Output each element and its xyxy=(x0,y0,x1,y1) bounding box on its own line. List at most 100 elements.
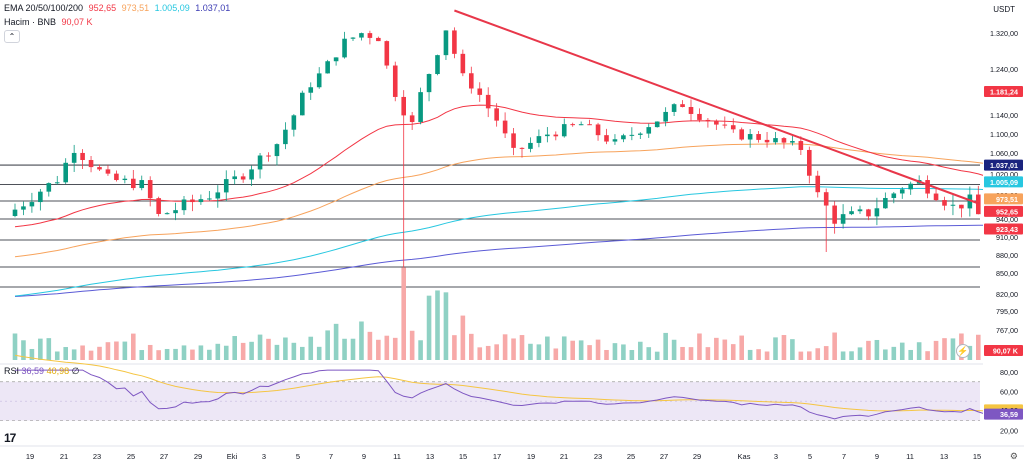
collapse-legend-button[interactable]: ⌃ xyxy=(4,30,20,43)
volume-bar xyxy=(764,351,770,360)
volume-bar xyxy=(578,340,584,360)
rsi-line xyxy=(15,369,996,420)
volume-bar xyxy=(477,347,483,360)
volume-bar xyxy=(291,342,297,360)
volume-bar xyxy=(502,334,508,360)
candle-body xyxy=(790,141,795,143)
rsi-na-value: ∅ xyxy=(71,366,80,376)
volume-bar xyxy=(942,338,947,360)
volume-bar xyxy=(274,344,280,360)
volume-bar xyxy=(663,332,668,360)
volume-bar xyxy=(131,333,136,360)
candle-body xyxy=(798,141,804,150)
candle-body xyxy=(418,92,423,123)
price-label: 973,51 xyxy=(996,195,1018,204)
candle-body xyxy=(756,134,761,140)
time-tick-label: 9 xyxy=(875,452,879,461)
volume-bar xyxy=(452,335,457,360)
volume-bar xyxy=(621,344,626,360)
volume-bar xyxy=(545,336,550,360)
volume-bar xyxy=(97,346,102,360)
price-tick-label: 1.240,00 xyxy=(990,65,1018,74)
price-label: 1.181,24 xyxy=(990,88,1018,97)
candle-body xyxy=(697,113,702,120)
volume-bar xyxy=(705,347,711,360)
volume-bar xyxy=(114,341,119,360)
price-tick-label: 850,00 xyxy=(996,269,1018,278)
volume-bar xyxy=(333,323,339,360)
downtrend-line xyxy=(454,9,981,205)
candle-body xyxy=(671,104,677,112)
candle-body xyxy=(663,111,668,122)
volume-bar xyxy=(604,349,609,360)
volume-bar xyxy=(638,341,643,360)
volume-bar xyxy=(739,335,744,360)
candle-body xyxy=(232,176,237,180)
candle-body xyxy=(257,155,263,170)
candle-body xyxy=(114,173,119,181)
volume-bar xyxy=(874,339,880,360)
settings-icon[interactable]: ⚙ xyxy=(1009,451,1018,461)
ema50-value: 973,51 xyxy=(121,3,150,13)
candle-body xyxy=(359,33,364,38)
candle-body xyxy=(612,139,618,142)
time-tick-label: 21 xyxy=(60,452,68,461)
volume-bar xyxy=(147,344,153,360)
volume-bar xyxy=(714,337,719,360)
volume-bar xyxy=(883,349,888,360)
volume-bar xyxy=(857,347,863,360)
candle-body xyxy=(730,125,736,130)
candle-body xyxy=(164,213,170,215)
candle-body xyxy=(519,147,525,149)
time-tick-label: 17 xyxy=(493,452,501,461)
volume-bar xyxy=(223,345,229,360)
candle-body xyxy=(511,133,516,148)
candle-body xyxy=(333,57,339,62)
price-tick-label: 1.140,00 xyxy=(990,111,1018,120)
candle-body xyxy=(967,194,973,209)
candle-body xyxy=(832,205,837,224)
time-tick-label: 3 xyxy=(262,452,266,461)
lightning-icon[interactable]: ⚡ xyxy=(956,344,970,358)
candle-body xyxy=(12,209,18,216)
candle-body xyxy=(198,199,204,203)
candle-body xyxy=(807,149,812,176)
volume-bar xyxy=(122,341,128,360)
volume-bar xyxy=(790,339,795,360)
volume-bar xyxy=(832,332,837,360)
price-tick-label: 767,00 xyxy=(996,326,1018,335)
volume-bar xyxy=(891,346,897,360)
volume-bar xyxy=(561,336,567,360)
volume-bar xyxy=(207,349,212,360)
volume-bar xyxy=(967,345,973,360)
currency-selector[interactable]: USDT xyxy=(990,4,1018,15)
price-tick-label: 1.060,00 xyxy=(990,149,1018,158)
time-tick-label: 25 xyxy=(627,452,635,461)
candle-body xyxy=(435,55,440,75)
volume-title: Hacim · BNB xyxy=(4,17,57,27)
candle-body xyxy=(63,162,68,183)
volume-bar xyxy=(697,333,702,360)
volume-bar xyxy=(392,337,398,360)
candle-body xyxy=(291,115,297,130)
ema-legend: EMA 20/50/100/200 952,65 973,51 1.005,09… xyxy=(4,3,233,13)
volume-bar xyxy=(325,330,330,360)
candle-body xyxy=(680,104,685,108)
candle-body xyxy=(80,152,85,161)
candle-body xyxy=(883,197,888,209)
candle-body xyxy=(460,53,466,74)
price-label-box xyxy=(984,205,1023,217)
candle-body xyxy=(891,193,897,198)
candle-body xyxy=(739,129,744,140)
rsi-title: RSI xyxy=(4,366,20,376)
volume-label-box xyxy=(984,345,1023,356)
candle-body xyxy=(925,180,930,194)
candle-body xyxy=(105,169,111,174)
volume-bar xyxy=(139,350,145,360)
volume-bar xyxy=(80,345,85,360)
candle-body xyxy=(274,144,280,157)
candle-body xyxy=(959,204,964,209)
time-tick-label: 29 xyxy=(194,452,202,461)
